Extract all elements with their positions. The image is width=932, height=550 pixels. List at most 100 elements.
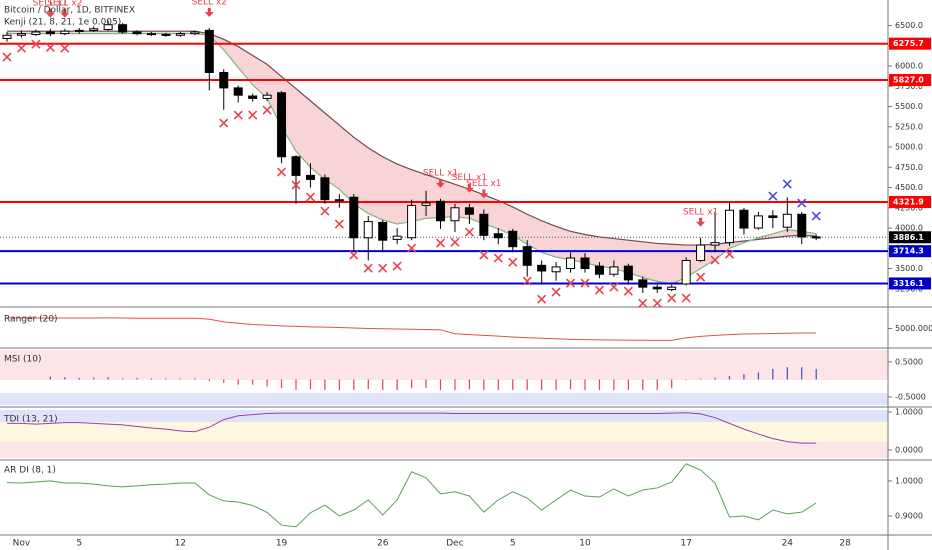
level-label: 5827.0 bbox=[893, 76, 924, 85]
y-tick-label: -0.5000 bbox=[895, 392, 926, 401]
bar bbox=[425, 379, 427, 389]
marker-cross bbox=[276, 167, 287, 177]
marker bbox=[493, 253, 503, 263]
bar bbox=[295, 379, 297, 390]
candle-body bbox=[753, 215, 763, 229]
y-tick-label: 1.0000 bbox=[895, 476, 923, 485]
candle-body bbox=[667, 286, 677, 291]
marker bbox=[537, 294, 547, 304]
marker bbox=[435, 238, 446, 248]
bar bbox=[49, 376, 51, 380]
marker bbox=[479, 250, 489, 260]
marker-cross bbox=[392, 261, 402, 271]
level-label: 3316.1 bbox=[893, 279, 924, 288]
last-price-box bbox=[889, 231, 931, 244]
x-tick-label: 24 bbox=[782, 539, 794, 549]
bar bbox=[309, 379, 312, 390]
y-tick-label: 4500.0 bbox=[895, 183, 923, 192]
signal-arrow bbox=[479, 189, 489, 199]
marker bbox=[522, 276, 532, 286]
candle-body bbox=[797, 213, 807, 238]
candle-body bbox=[103, 24, 113, 31]
marker-cross bbox=[609, 282, 619, 292]
marker bbox=[349, 250, 359, 260]
marker-cross bbox=[551, 287, 561, 297]
candle-body bbox=[464, 207, 474, 215]
indicator-line bbox=[6, 463, 817, 528]
marker bbox=[450, 237, 460, 247]
marker bbox=[551, 287, 561, 297]
level-label: 6275.7 bbox=[893, 39, 924, 48]
signal-label: SELL x1 bbox=[683, 207, 718, 217]
candle-body bbox=[175, 33, 185, 36]
candle-body bbox=[2, 34, 12, 39]
candle-body bbox=[31, 31, 41, 35]
candle-body bbox=[623, 265, 633, 281]
bar bbox=[439, 379, 442, 390]
candle-body bbox=[349, 196, 359, 239]
bar bbox=[454, 379, 456, 390]
y-tick-label: 5500.0 bbox=[895, 102, 923, 111]
marker-cross bbox=[493, 253, 503, 263]
bar bbox=[598, 379, 601, 390]
marker-cross bbox=[60, 43, 70, 53]
marker bbox=[16, 43, 27, 53]
bar bbox=[223, 379, 225, 383]
marker-cross bbox=[710, 255, 720, 265]
marker-cross bbox=[681, 293, 691, 303]
marker bbox=[811, 211, 821, 221]
candle-body bbox=[45, 31, 55, 35]
candle-body bbox=[16, 33, 26, 36]
candle-body bbox=[450, 207, 460, 222]
level-box bbox=[889, 195, 931, 208]
y-tick-label: 6000.0 bbox=[895, 62, 923, 71]
candle-body bbox=[638, 279, 648, 288]
x-tick-label: Dec bbox=[446, 539, 463, 549]
candle-body bbox=[248, 95, 258, 99]
candle-body bbox=[652, 286, 662, 290]
tdi-lower-band bbox=[0, 442, 888, 458]
marker bbox=[262, 105, 272, 115]
marker-cross bbox=[2, 52, 12, 62]
marker bbox=[797, 198, 807, 208]
y-tick-label: 6500.0 bbox=[895, 21, 923, 30]
marker bbox=[667, 293, 677, 303]
bar bbox=[772, 368, 774, 380]
bar bbox=[569, 379, 572, 390]
marker-cross bbox=[768, 191, 778, 201]
y-tick-label: 3500.0 bbox=[895, 264, 923, 273]
bar bbox=[555, 379, 557, 390]
candle-body bbox=[291, 156, 301, 176]
bar bbox=[627, 379, 629, 390]
marker bbox=[565, 278, 576, 288]
bar bbox=[714, 377, 716, 380]
marker-cross bbox=[782, 179, 792, 189]
candle-body bbox=[696, 244, 706, 261]
bar bbox=[107, 377, 109, 380]
signal-label: SELL x1 bbox=[466, 179, 501, 189]
y-tick-label: 5250.0 bbox=[895, 122, 923, 131]
candle-body bbox=[493, 233, 503, 239]
marker bbox=[2, 52, 12, 62]
marker bbox=[233, 110, 243, 120]
candle-body bbox=[305, 174, 315, 180]
signal-label: SELL x2 bbox=[192, 0, 227, 8]
candle-body bbox=[60, 30, 70, 35]
level-box bbox=[889, 37, 931, 50]
bar bbox=[194, 378, 196, 380]
indicator-line bbox=[7, 30, 817, 246]
bar bbox=[150, 378, 153, 380]
bar bbox=[497, 379, 499, 390]
bar bbox=[122, 378, 124, 380]
level-label: 3714.3 bbox=[893, 247, 924, 256]
marker-cross bbox=[811, 211, 821, 221]
bar bbox=[136, 378, 138, 380]
candle-body bbox=[566, 257, 576, 270]
signal-label: SELL x2 bbox=[47, 0, 82, 8]
bar bbox=[526, 379, 528, 390]
bar bbox=[541, 379, 543, 390]
candle-body bbox=[551, 266, 561, 273]
y-tick-label: 1.0000 bbox=[895, 407, 923, 416]
